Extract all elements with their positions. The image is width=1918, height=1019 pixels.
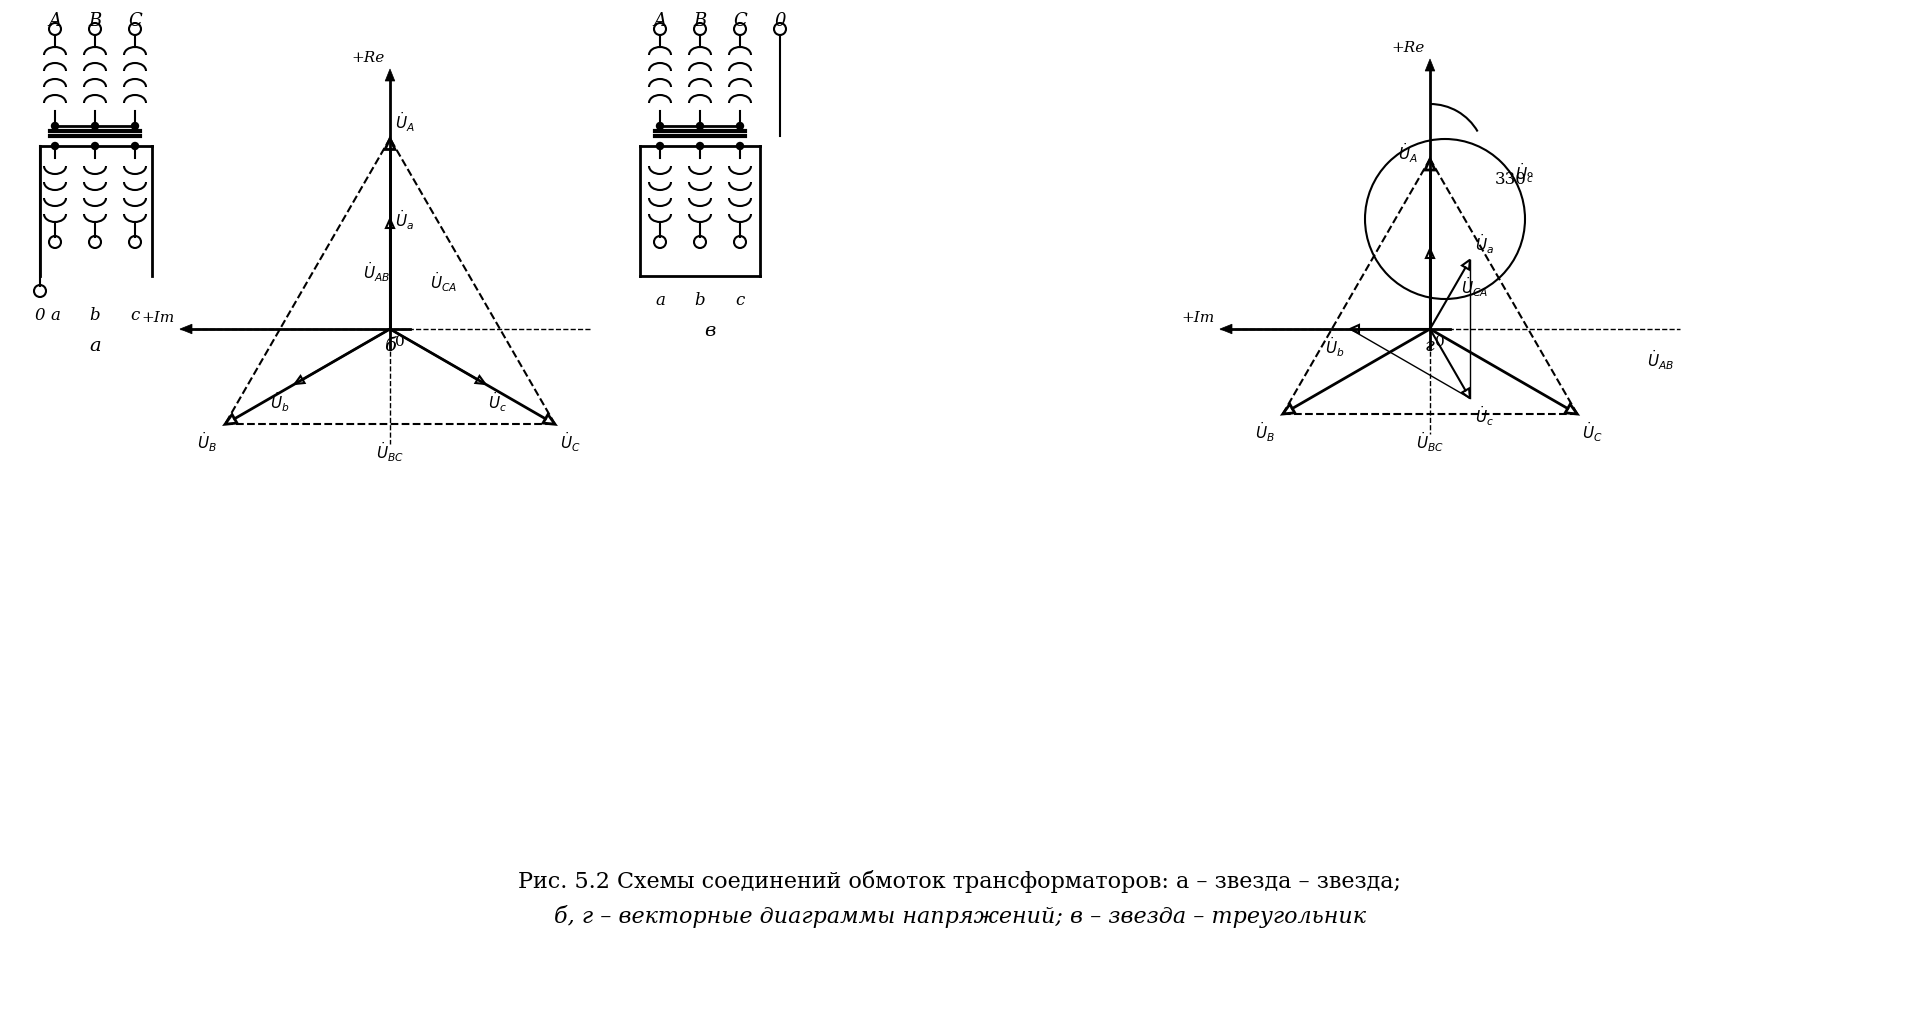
Text: в: в — [704, 322, 715, 339]
Circle shape — [92, 123, 98, 130]
Text: Рис. 5.2 Схемы соединений обмоток трансформаторов: а – звезда – звезда;: Рис. 5.2 Схемы соединений обмоток трансф… — [518, 869, 1402, 892]
Text: +Im: +Im — [142, 311, 175, 325]
Text: C: C — [129, 12, 142, 30]
Text: $\dot{U}_A$: $\dot{U}_A$ — [1398, 142, 1417, 165]
Circle shape — [52, 123, 59, 130]
Text: +Re: +Re — [1392, 41, 1425, 55]
Circle shape — [696, 144, 704, 151]
Circle shape — [92, 144, 98, 151]
Text: 330°: 330° — [1494, 171, 1534, 189]
Text: +Im: +Im — [1181, 311, 1214, 325]
Circle shape — [52, 144, 59, 151]
Text: A: A — [48, 12, 61, 30]
Text: $\dot{U}_a$: $\dot{U}_a$ — [395, 208, 414, 231]
Text: +Re: +Re — [351, 51, 386, 65]
Text: $\dot{U}_{BC}$: $\dot{U}_{BC}$ — [376, 440, 405, 464]
Circle shape — [737, 123, 744, 130]
Text: б, г – векторные диаграммы напряжений; в – звезда – треугольник: б, г – векторные диаграммы напряжений; в… — [554, 904, 1366, 927]
Text: $\dot{U}_B$: $\dot{U}_B$ — [198, 430, 217, 453]
Text: $\dot{U}_{AB}$: $\dot{U}_{AB}$ — [363, 260, 389, 284]
Text: $\dot{U}_b$: $\dot{U}_b$ — [1325, 334, 1345, 359]
Text: $\dot{U}_{BC}$: $\dot{U}_{BC}$ — [1415, 430, 1444, 453]
Text: c: c — [130, 307, 140, 324]
Text: 0: 0 — [775, 12, 786, 30]
Text: $\dot{U}_C$: $\dot{U}_C$ — [560, 430, 581, 453]
Circle shape — [656, 144, 664, 151]
Polygon shape — [386, 70, 395, 82]
Text: $\dot{U}_c$: $\dot{U}_c$ — [1475, 404, 1494, 428]
Text: a: a — [656, 291, 666, 309]
Circle shape — [656, 123, 664, 130]
Text: b: b — [90, 307, 100, 324]
Circle shape — [696, 123, 704, 130]
Text: 0: 0 — [1435, 334, 1444, 348]
Text: c: c — [735, 291, 744, 309]
Text: $\dot{U}_{AB}$: $\dot{U}_{AB}$ — [1648, 347, 1674, 372]
Text: B: B — [88, 12, 102, 30]
Circle shape — [737, 144, 744, 151]
Text: $\dot{U}_{CA}$: $\dot{U}_{CA}$ — [1462, 275, 1488, 299]
Text: $\dot{U}_b$: $\dot{U}_b$ — [270, 389, 290, 414]
Text: $\dot{U}_B$: $\dot{U}_B$ — [1254, 420, 1275, 443]
Text: а: а — [90, 336, 102, 355]
Text: $\dot{U}_a$: $\dot{U}_a$ — [1475, 232, 1494, 256]
Text: $\dot{U}_c$: $\dot{U}_c$ — [489, 389, 506, 414]
Polygon shape — [180, 325, 192, 334]
Text: a: a — [50, 307, 59, 324]
Text: 0: 0 — [395, 334, 405, 348]
Text: г: г — [1425, 336, 1435, 355]
Text: A: A — [654, 12, 666, 30]
Text: C: C — [733, 12, 746, 30]
Circle shape — [132, 144, 138, 151]
Text: $\dot{U}_c$: $\dot{U}_c$ — [1515, 161, 1534, 184]
Polygon shape — [1425, 60, 1435, 72]
Text: B: B — [694, 12, 706, 30]
Text: б: б — [384, 336, 395, 355]
Text: $\dot{U}_A$: $\dot{U}_A$ — [395, 111, 414, 135]
Polygon shape — [1220, 325, 1231, 334]
Text: 0: 0 — [35, 307, 46, 324]
Text: $\dot{U}_C$: $\dot{U}_C$ — [1582, 420, 1603, 443]
Circle shape — [132, 123, 138, 130]
Text: b: b — [694, 291, 706, 309]
Text: $\dot{U}_{CA}$: $\dot{U}_{CA}$ — [430, 270, 458, 293]
